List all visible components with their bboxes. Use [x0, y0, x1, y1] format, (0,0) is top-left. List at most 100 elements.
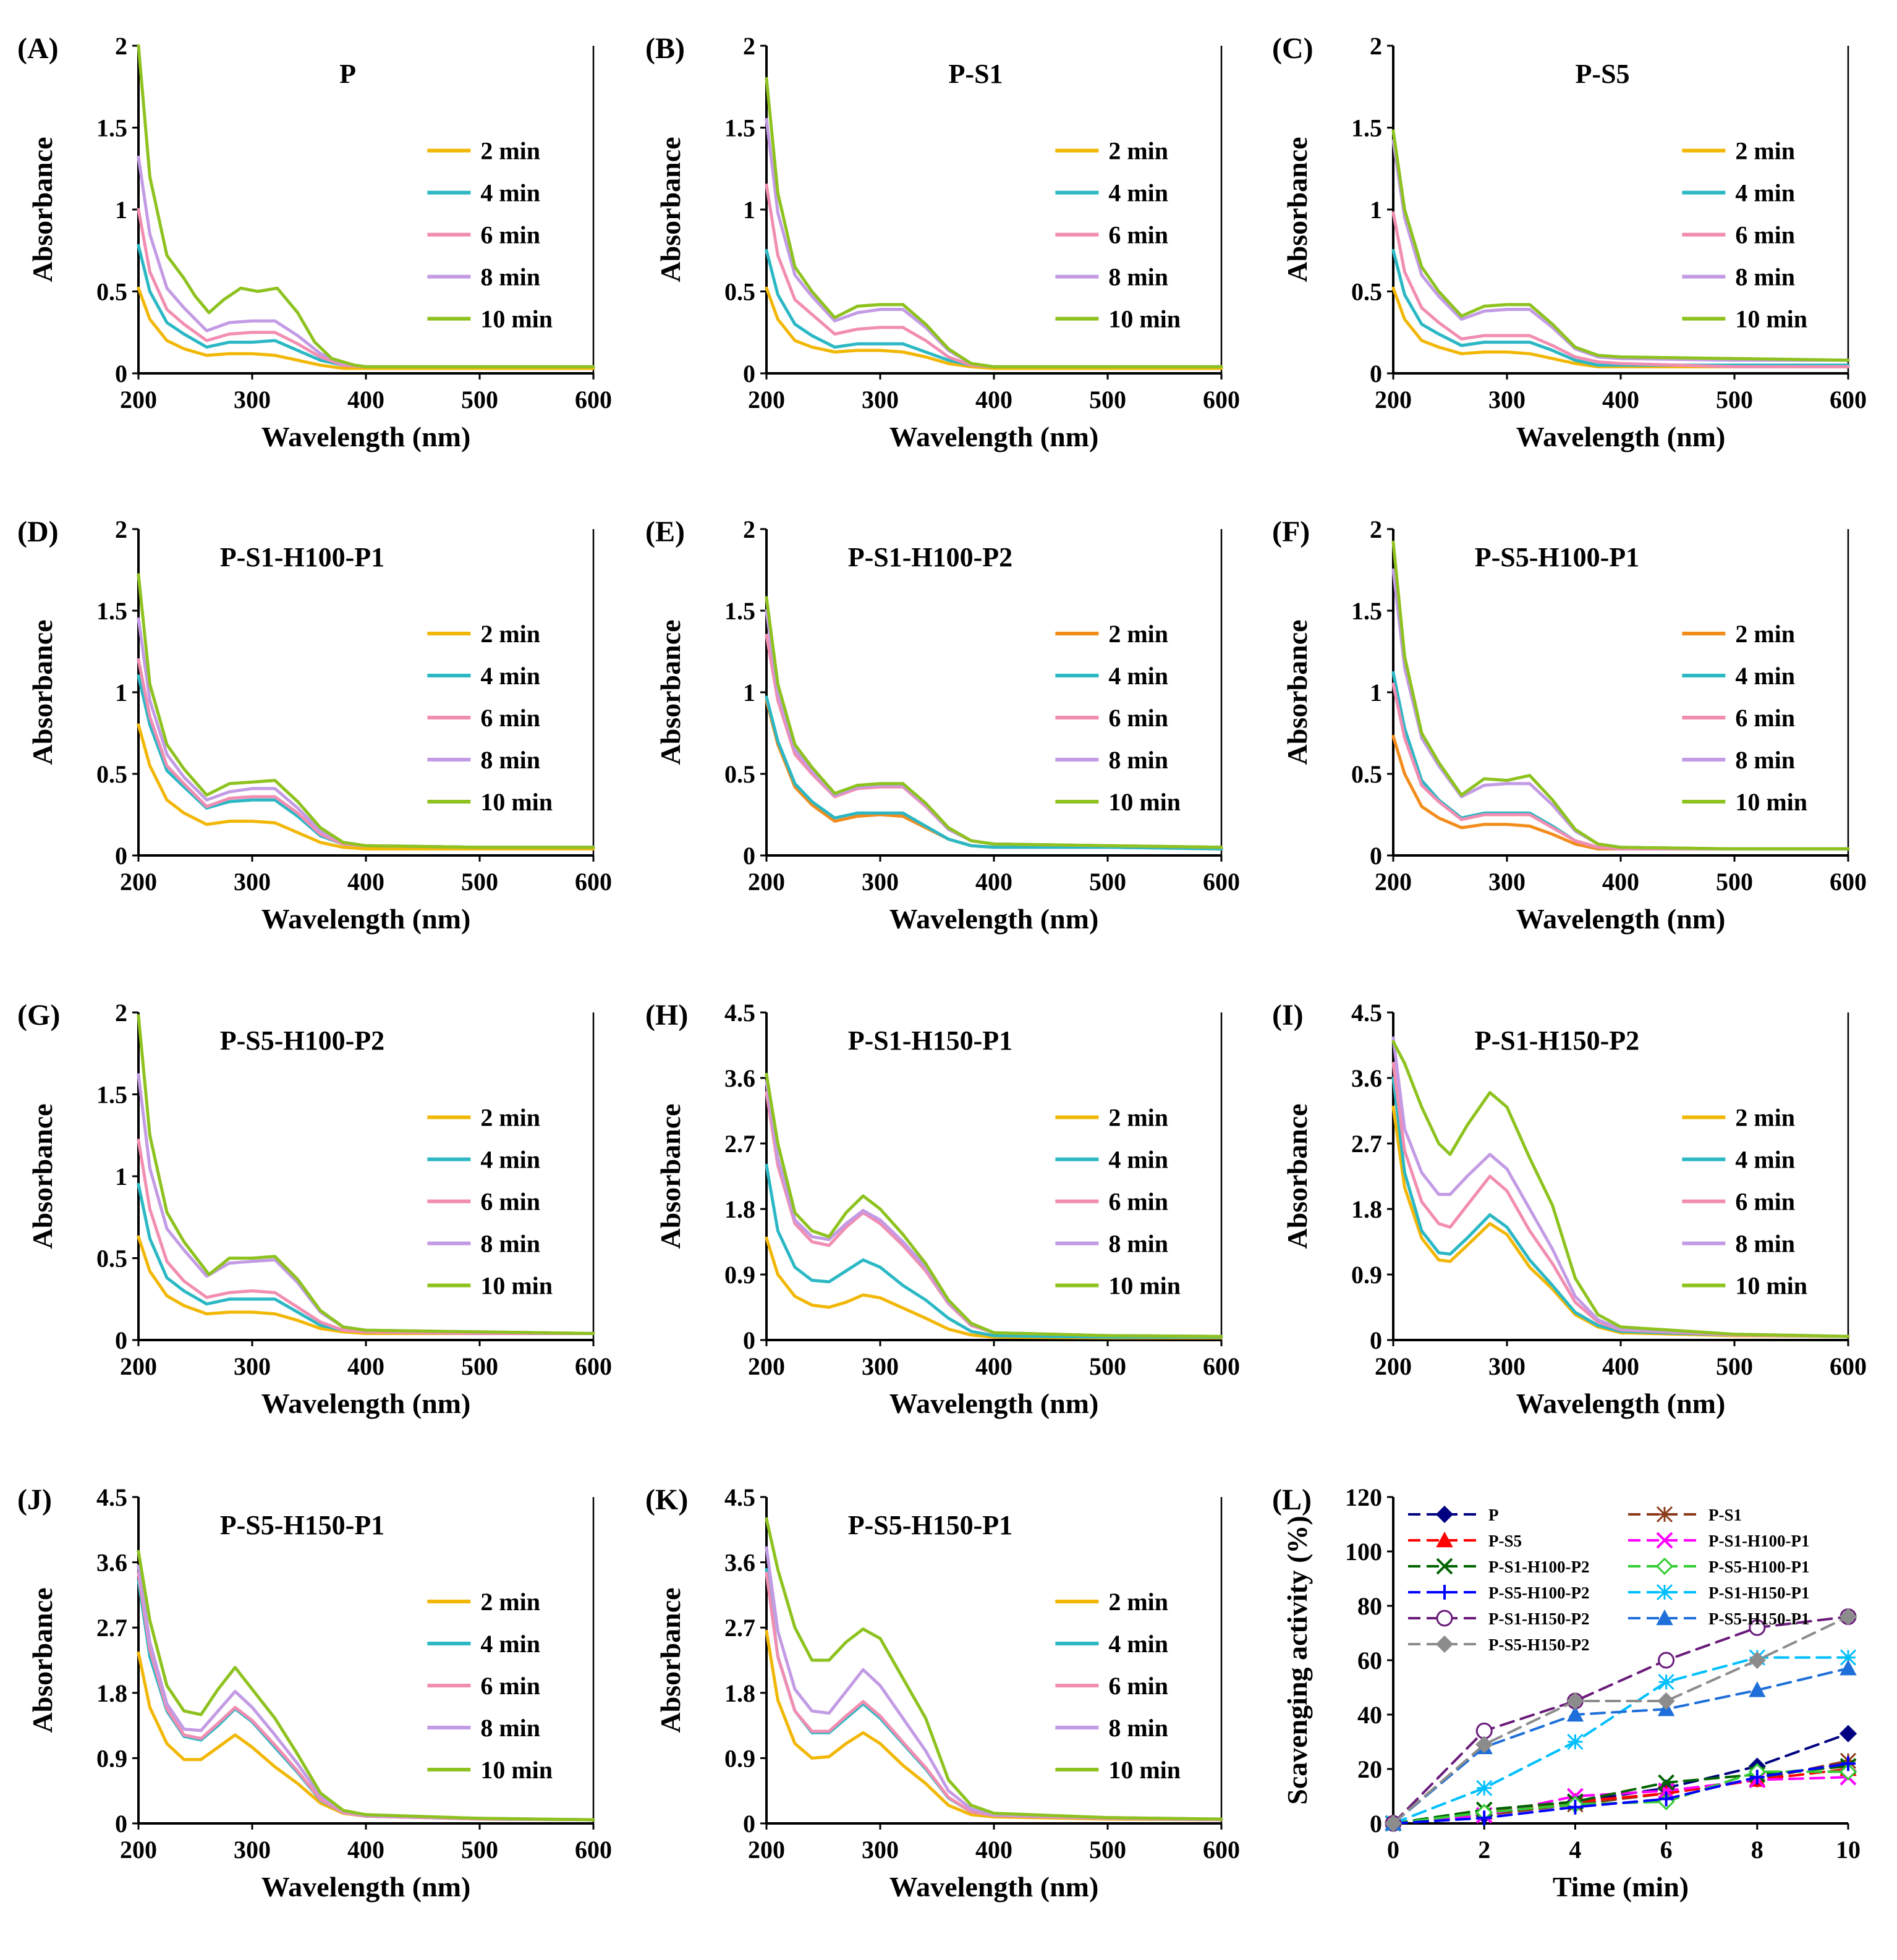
legend-label: 8 min: [1108, 1230, 1168, 1258]
y-tick-label: 2.7: [724, 1614, 755, 1642]
x-tick-label: 400: [975, 868, 1012, 896]
x-tick-label: 300: [862, 1836, 899, 1864]
x-tick-label: 200: [120, 868, 157, 896]
legend-label: 4 min: [1108, 1146, 1168, 1174]
legend-label: 2 min: [480, 1588, 540, 1616]
data-line: [1392, 1762, 1849, 1825]
x-tick-label: 10: [1836, 1836, 1861, 1864]
legend-label: 2 min: [1108, 137, 1168, 165]
series-10-min: [765, 596, 1223, 849]
y-tick-label: 0: [1370, 1810, 1382, 1838]
series-8-min: [1391, 1036, 1850, 1338]
x-axis-title: Wavelength (nm): [889, 1871, 1099, 1903]
series-p-s1-h100-p1: [1385, 1768, 1857, 1832]
data-point: [1839, 1725, 1857, 1742]
data-line: [1391, 211, 1850, 368]
panel-title: P-S1-H150-P2: [1475, 1025, 1639, 1056]
legend-marker: [1435, 1505, 1454, 1524]
y-tick-label: 0.5: [96, 278, 127, 306]
series-2-min: [765, 1236, 1223, 1339]
y-tick-label: 0: [743, 1810, 755, 1838]
x-axis-title: Wavelength (nm): [261, 1871, 471, 1903]
legend-label: 8 min: [1735, 1230, 1795, 1258]
data-line: [1392, 1765, 1849, 1825]
series-p-s5-h150-p1: [1385, 1660, 1857, 1831]
legend-label: 6 min: [480, 1188, 540, 1216]
data-point: [1841, 1756, 1856, 1771]
data-point: [1749, 1770, 1765, 1785]
data-line: [137, 573, 595, 849]
x-tick-label: 600: [1830, 1352, 1867, 1380]
y-axis-title: Absorbance: [1281, 1103, 1313, 1249]
series-2-min: [137, 286, 595, 370]
legend-label: 6 min: [1735, 1188, 1795, 1216]
y-axis-title: Absorbance: [27, 137, 58, 282]
y-tick-label: 0.5: [96, 760, 127, 788]
x-tick-label: 600: [575, 868, 612, 896]
legend-marker: [1656, 1532, 1673, 1549]
legend-label: 6 min: [480, 1672, 540, 1700]
chart-panel-c: 200 300 400 500 600 0 0.5 1 1.5 2 Wavelength (nm) A…: [1272, 32, 1867, 452]
legend-label: 6 min: [1108, 704, 1168, 732]
data-line: [1391, 682, 1850, 851]
legend-label: P-S1-H100-P1: [1708, 1532, 1809, 1550]
legend-label: 2 min: [1108, 1104, 1168, 1132]
legend-label: 10 min: [1735, 788, 1807, 816]
x-tick-label: 200: [1375, 868, 1412, 896]
panel-label: (I): [1272, 999, 1304, 1032]
panel-title: P-S5-H150-P1: [220, 1510, 384, 1540]
data-line: [137, 286, 595, 370]
chart-panel-j: 200 300 400 500 600 0 0.9 1.8 2.7 3.6 4.5 Wavelengt…: [17, 1483, 612, 1903]
y-axis-title: Absorbance: [655, 137, 686, 282]
y-tick-label: 1.8: [724, 1195, 755, 1223]
y-axis-title: Absorbance: [655, 619, 686, 765]
chart-panel-i: 200 300 400 500 600 0 0.9 1.8 2.7 3.6 4.5 Wavelengt…: [1272, 999, 1867, 1419]
legend-label: 8 min: [1108, 1714, 1168, 1742]
x-tick-label: 600: [575, 1836, 612, 1864]
legend-label: P-S1: [1708, 1506, 1742, 1524]
y-tick-label: 4.5: [96, 1483, 127, 1511]
data-point: [1748, 1651, 1766, 1669]
y-axis-title: Absorbance: [655, 1587, 686, 1733]
series-8-min: [765, 1546, 1223, 1821]
y-tick-label: 40: [1357, 1701, 1382, 1729]
data-line: [137, 1014, 595, 1335]
series-4-min: [765, 695, 1223, 851]
data-point: [1476, 1780, 1493, 1796]
series-4-min: [1391, 1076, 1850, 1338]
series-2-min: [137, 1235, 595, 1335]
y-tick-label: 0.5: [724, 278, 755, 306]
legend-marker: [1656, 1609, 1673, 1626]
y-tick-label: 2: [743, 515, 755, 543]
x-tick-label: 600: [1203, 868, 1240, 896]
y-tick-label: 120: [1345, 1483, 1382, 1511]
data-point: [1840, 1660, 1857, 1676]
x-tick-label: 600: [575, 386, 612, 414]
data-line: [1392, 1615, 1849, 1825]
x-tick-label: 400: [975, 1836, 1012, 1864]
legend-label: 10 min: [480, 305, 553, 333]
data-line: [765, 1072, 1223, 1338]
y-tick-label: 60: [1357, 1647, 1382, 1674]
x-tick-label: 300: [862, 386, 899, 414]
chart-panel-h: 200 300 400 500 600 0 0.9 1.8 2.7 3.6 4.5 Wavelengt…: [645, 999, 1240, 1419]
y-tick-label: 0.5: [96, 1245, 127, 1273]
data-point: [1475, 1736, 1493, 1754]
x-axis-title: Wavelength (nm): [261, 903, 471, 935]
legend-marker: [1436, 1531, 1453, 1548]
chart-panel-g: 200 300 400 500 600 0 0.5 1 1.5 2 Wavelength (nm) A…: [17, 999, 612, 1419]
y-tick-label: 1: [1370, 196, 1382, 224]
legend-label: 8 min: [1108, 746, 1168, 774]
x-tick-label: 600: [1830, 868, 1867, 896]
legend-label: 10 min: [1108, 305, 1181, 333]
x-tick-label: 4: [1569, 1836, 1581, 1864]
series-4-min: [137, 1579, 595, 1822]
series-p-s5-h150-p2: [1384, 1608, 1857, 1833]
panel-title: P-S1-H100-P2: [848, 542, 1012, 572]
x-tick-label: 500: [1089, 1836, 1126, 1864]
legend-marker: [1436, 1610, 1453, 1627]
x-tick-label: 0: [1387, 1836, 1399, 1864]
x-axis-title: Wavelength (nm): [1516, 1388, 1726, 1419]
data-line: [137, 1579, 595, 1822]
